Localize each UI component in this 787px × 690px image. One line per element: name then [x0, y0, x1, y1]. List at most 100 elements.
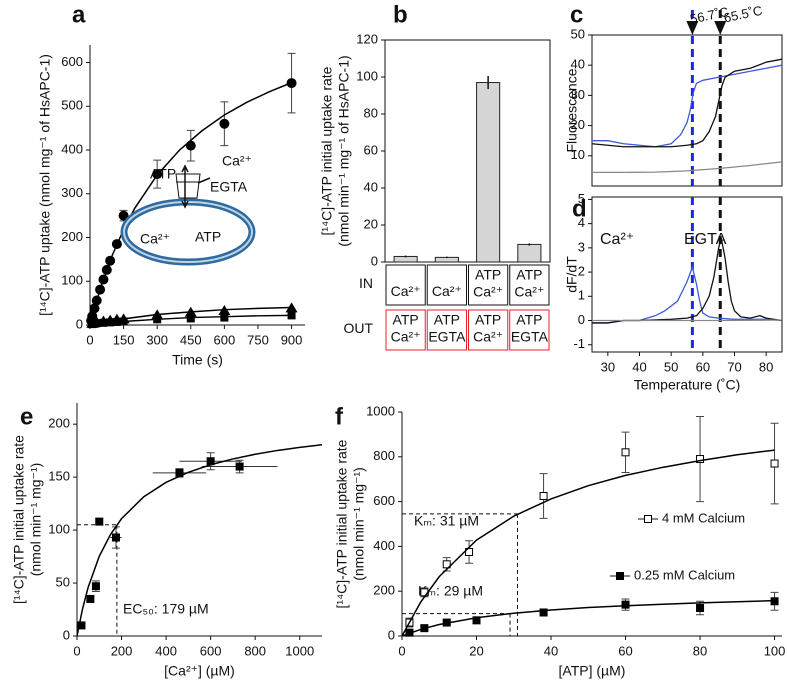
- y-tick-label: 80: [364, 105, 378, 120]
- y-axis-label: [¹⁴C]-ATP initial uptake rate: [11, 435, 27, 604]
- series-line: [592, 161, 782, 174]
- y-axis-label: [¹⁴C]-ATP uptake (nmol mg⁻¹ of HsAPC-1): [37, 54, 53, 316]
- x-tick-label: 0: [73, 643, 80, 658]
- x-tick-label: 450: [180, 332, 202, 347]
- point: [185, 140, 196, 151]
- table-text: ATP: [434, 312, 460, 328]
- table-cell: [468, 309, 509, 351]
- point: [442, 560, 451, 569]
- series-line: [90, 81, 292, 325]
- x-tick-label: 400: [155, 643, 177, 658]
- inset-label: ATP: [195, 229, 221, 245]
- point: [77, 621, 86, 630]
- y-tick-label: 120: [356, 31, 378, 46]
- y-tick-label: 100: [61, 273, 83, 288]
- point: [111, 533, 120, 542]
- marker-arrow: [686, 21, 699, 35]
- point: [86, 594, 95, 603]
- y-tick-label: 3: [578, 239, 585, 254]
- y-tick-label: 20: [364, 216, 378, 231]
- guide-label: Kₘ: 31 µM: [414, 513, 479, 529]
- y-tick-label: 60: [364, 142, 378, 157]
- inset-label: Ca²⁺: [222, 153, 252, 169]
- point: [91, 582, 100, 591]
- inset-label: Ca²⁺: [140, 231, 170, 247]
- y-tick-label: 400: [373, 538, 395, 553]
- y-axis-label: Fluorescence: [564, 68, 580, 152]
- annotation: Ca²⁺: [600, 231, 634, 248]
- panel-label: f: [335, 403, 344, 430]
- x-tick-label: 0: [86, 332, 93, 347]
- table-text: ATP: [393, 312, 419, 328]
- x-tick-label: 800: [244, 643, 266, 658]
- series-line: [402, 449, 775, 636]
- x-tick-label: 200: [111, 643, 133, 658]
- y-tick-label: 5: [578, 191, 585, 206]
- y-tick-label: 150: [48, 469, 70, 484]
- y-tick-label: 0: [76, 316, 83, 331]
- y-tick-label: 40: [571, 57, 585, 72]
- y-tick-label: 800: [373, 448, 395, 463]
- series-line: [592, 265, 782, 324]
- table-text: EGTA: [511, 329, 549, 345]
- x-tick-label: 40: [632, 359, 646, 374]
- panel-label: b: [393, 1, 408, 28]
- table-text: Ca²⁺: [514, 284, 544, 300]
- x-tick-label: 30: [601, 359, 615, 374]
- x-tick-label: 60: [696, 359, 710, 374]
- transporter: [175, 173, 201, 199]
- point: [235, 462, 244, 471]
- y-tick-label: 4: [578, 215, 585, 230]
- series-line: [90, 314, 292, 325]
- table-cell: [509, 309, 550, 351]
- point: [696, 604, 705, 612]
- panel-label: a: [72, 1, 86, 28]
- legend-marker: [644, 515, 652, 523]
- x-tick-label: 100: [764, 643, 786, 658]
- inset-label: ATP: [150, 166, 176, 182]
- y-tick-label: 10: [571, 147, 585, 162]
- point: [285, 302, 298, 313]
- y-tick-label: -1: [573, 336, 585, 351]
- y-tick-label: 100: [356, 68, 378, 83]
- y-axis-label: [¹⁴C]-ATP initial uptake rate: [334, 439, 350, 608]
- legend-label: 4 mM Calcium: [662, 510, 745, 525]
- x-tick-label: 40: [544, 643, 558, 658]
- y-tick-label: 0: [371, 253, 378, 268]
- y-tick-label: 200: [61, 229, 83, 244]
- y-tick-label: 30: [571, 87, 585, 102]
- table-text: ATP: [516, 267, 542, 283]
- x-tick-label: 600: [200, 643, 222, 658]
- point: [219, 118, 230, 129]
- table-text: ATP: [516, 312, 542, 328]
- y-tick-label: 400: [61, 141, 83, 156]
- point: [621, 448, 630, 457]
- y-axis-label: dF/dT: [564, 256, 580, 293]
- table-text: ATP: [475, 312, 501, 328]
- x-tick-label: 300: [146, 332, 168, 347]
- y-axis-label: [¹⁴C]-ATP initial uptake rate: [319, 66, 335, 235]
- series-line: [592, 58, 782, 148]
- x-tick-label: 900: [281, 332, 303, 347]
- table-text: Ca²⁺: [432, 283, 462, 299]
- x-axis-label: [ATP] (µM): [559, 663, 626, 679]
- y-tick-label: 100: [48, 522, 70, 537]
- x-tick-label: 80: [693, 643, 707, 658]
- y-tick-label: 0: [63, 627, 70, 642]
- series-line: [77, 443, 322, 636]
- bar: [476, 82, 501, 263]
- y-tick-label: 2: [578, 264, 585, 279]
- legend-label: 0.25 mM Calcium: [634, 567, 735, 582]
- table-cell: [509, 264, 550, 306]
- point: [696, 455, 705, 464]
- y-tick-label: 50: [56, 574, 70, 589]
- panel-label: c: [570, 1, 583, 28]
- series-line: [592, 64, 782, 148]
- y-axis-label: (nmol min⁻¹ mg⁻¹): [351, 467, 367, 581]
- x-tick-label: 1000: [285, 643, 314, 658]
- x-axis-label: [Ca²⁺] (µM): [164, 663, 235, 679]
- y-tick-label: 1000: [366, 403, 395, 418]
- table-text: ATP: [475, 267, 501, 283]
- y-tick-label: 50: [571, 26, 585, 41]
- row-label: IN: [359, 275, 373, 291]
